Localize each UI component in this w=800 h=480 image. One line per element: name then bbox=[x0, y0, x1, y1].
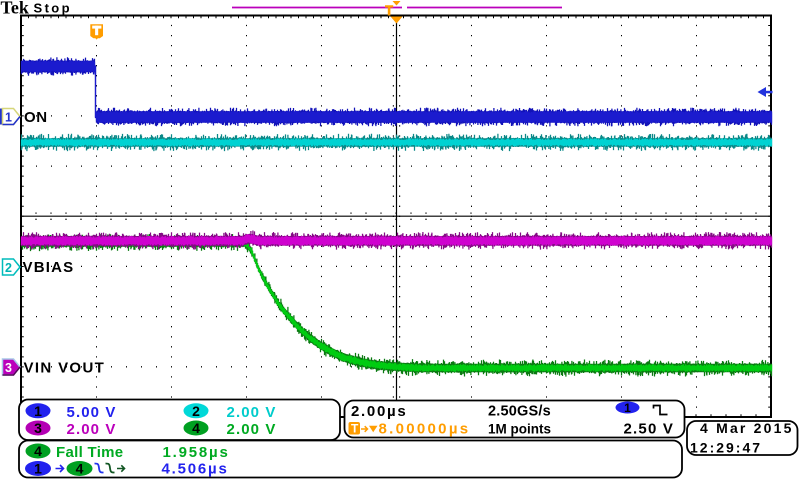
svg-text:VBIAS: VBIAS bbox=[23, 259, 75, 276]
svg-text:VIN VOUT: VIN VOUT bbox=[24, 360, 106, 377]
svg-text:5.00 V: 5.00 V bbox=[67, 404, 117, 421]
svg-text:12:29:47: 12:29:47 bbox=[690, 440, 762, 456]
svg-text:2.50GS/s: 2.50GS/s bbox=[488, 404, 551, 420]
svg-text:3: 3 bbox=[5, 361, 12, 375]
svg-text:ON: ON bbox=[24, 109, 48, 126]
svg-text:Fall Time: Fall Time bbox=[56, 444, 123, 461]
svg-text:1: 1 bbox=[34, 461, 42, 477]
svg-text:2.00 V: 2.00 V bbox=[227, 421, 277, 438]
svg-text:4: 4 bbox=[192, 420, 200, 436]
svg-text:1: 1 bbox=[34, 403, 42, 419]
svg-text:1.958µs: 1.958µs bbox=[163, 444, 230, 461]
svg-text:3: 3 bbox=[34, 420, 42, 436]
svg-text:2.00 V: 2.00 V bbox=[227, 404, 277, 421]
svg-text:4: 4 bbox=[34, 443, 42, 459]
svg-text:2.00 V: 2.00 V bbox=[67, 421, 117, 438]
svg-text:2.50 V: 2.50 V bbox=[624, 421, 675, 438]
svg-text:4.506µs: 4.506µs bbox=[162, 461, 229, 478]
svg-text:2: 2 bbox=[192, 403, 200, 419]
svg-text:2.00µs: 2.00µs bbox=[351, 403, 407, 420]
svg-text:1M points: 1M points bbox=[488, 422, 551, 437]
svg-text:4 Mar 2015: 4 Mar 2015 bbox=[700, 420, 794, 436]
svg-text:T: T bbox=[351, 421, 359, 435]
svg-text:4: 4 bbox=[76, 461, 84, 477]
svg-text:Tek: Tek bbox=[1, 0, 29, 18]
svg-text:1: 1 bbox=[624, 401, 631, 415]
svg-text:2: 2 bbox=[5, 261, 12, 275]
svg-text:Stop: Stop bbox=[34, 1, 72, 16]
svg-text:1: 1 bbox=[5, 110, 12, 124]
svg-text:8.00000µs: 8.00000µs bbox=[379, 421, 471, 438]
